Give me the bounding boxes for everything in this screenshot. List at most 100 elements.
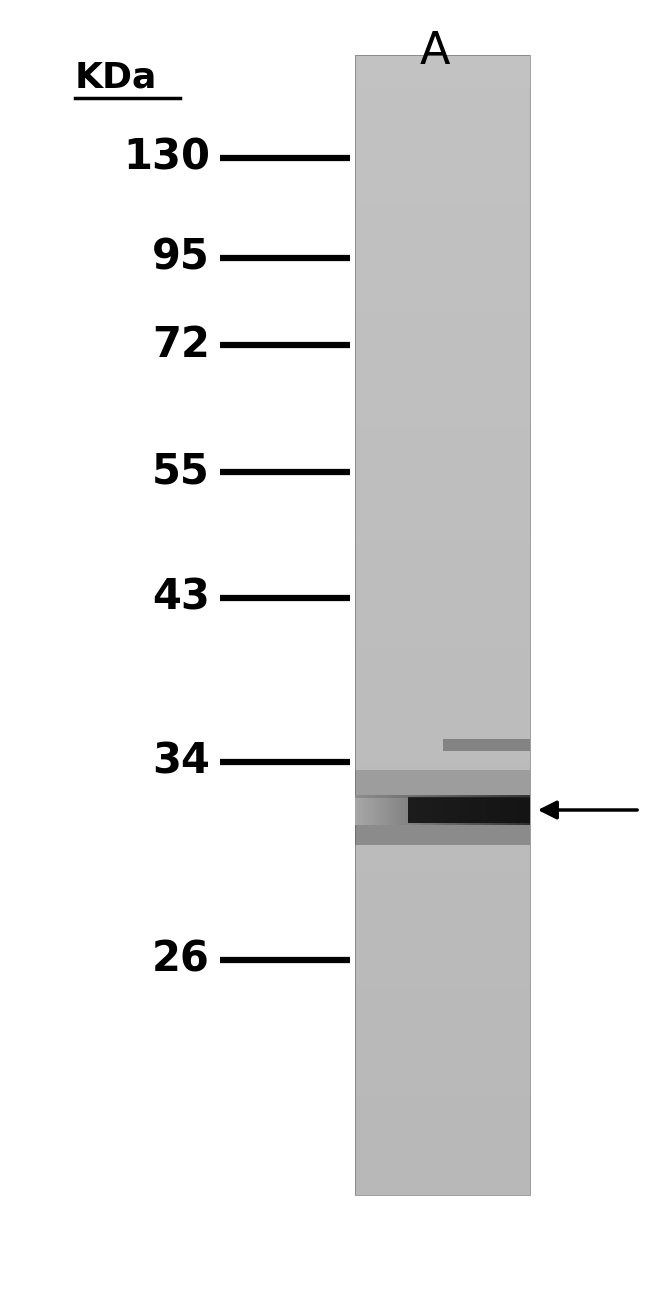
Bar: [408, 795, 410, 826]
Bar: [502, 795, 504, 826]
Bar: [355, 770, 530, 798]
Bar: [355, 1146, 530, 1150]
Bar: [355, 598, 530, 602]
Bar: [475, 795, 478, 826]
Bar: [355, 453, 530, 457]
Bar: [355, 1043, 530, 1047]
Bar: [355, 1013, 530, 1017]
Bar: [355, 1183, 530, 1187]
Bar: [355, 154, 530, 158]
Bar: [355, 298, 530, 302]
Bar: [355, 375, 530, 379]
Bar: [355, 363, 530, 367]
Bar: [355, 876, 530, 880]
Bar: [355, 960, 530, 964]
Bar: [355, 450, 530, 453]
Bar: [355, 724, 530, 727]
Bar: [355, 906, 530, 910]
Bar: [355, 275, 530, 279]
Bar: [355, 933, 530, 937]
Bar: [355, 355, 530, 359]
Bar: [355, 1070, 530, 1074]
Bar: [355, 880, 530, 884]
Bar: [355, 207, 530, 211]
Bar: [355, 488, 530, 492]
Bar: [355, 804, 530, 808]
Bar: [355, 1096, 530, 1099]
Text: A: A: [420, 30, 450, 74]
Bar: [355, 78, 530, 81]
Bar: [355, 310, 530, 314]
Bar: [355, 917, 530, 921]
Bar: [390, 795, 392, 826]
Bar: [355, 318, 530, 320]
Bar: [355, 249, 530, 253]
Bar: [355, 492, 530, 496]
Bar: [355, 424, 530, 428]
Bar: [410, 795, 412, 826]
Bar: [355, 891, 530, 895]
Bar: [355, 1160, 530, 1164]
Bar: [355, 929, 530, 933]
Bar: [355, 553, 530, 557]
Bar: [434, 795, 436, 826]
Bar: [355, 89, 530, 93]
Bar: [355, 116, 530, 120]
Bar: [355, 587, 530, 590]
Bar: [355, 835, 530, 837]
Bar: [355, 796, 530, 800]
Bar: [355, 808, 530, 811]
Bar: [355, 66, 530, 70]
Bar: [355, 1093, 530, 1096]
Bar: [355, 964, 530, 966]
Bar: [355, 62, 530, 66]
Bar: [355, 1130, 530, 1134]
Bar: [355, 884, 530, 888]
Bar: [355, 279, 530, 283]
Bar: [355, 473, 530, 477]
Bar: [421, 795, 422, 826]
Bar: [355, 1154, 530, 1158]
Bar: [355, 1158, 530, 1160]
Bar: [355, 895, 530, 899]
Bar: [406, 795, 408, 826]
Bar: [355, 534, 530, 537]
Bar: [361, 795, 364, 826]
Bar: [355, 720, 530, 724]
Bar: [443, 739, 530, 751]
Bar: [377, 795, 379, 826]
Bar: [395, 795, 396, 826]
Bar: [495, 795, 497, 826]
Bar: [355, 134, 530, 138]
Bar: [504, 795, 506, 826]
Bar: [355, 625, 530, 629]
Bar: [355, 590, 530, 594]
Bar: [355, 766, 530, 770]
Bar: [355, 1017, 530, 1021]
Bar: [355, 853, 530, 857]
Bar: [355, 776, 530, 780]
Bar: [355, 758, 530, 762]
Bar: [355, 690, 530, 694]
Bar: [355, 770, 530, 773]
Bar: [374, 795, 377, 826]
Bar: [355, 320, 530, 324]
Bar: [414, 795, 416, 826]
Bar: [355, 747, 530, 751]
Bar: [355, 956, 530, 960]
Bar: [355, 686, 530, 690]
Bar: [526, 795, 528, 826]
Bar: [355, 827, 530, 831]
Bar: [355, 792, 530, 796]
Bar: [355, 739, 530, 743]
Bar: [355, 602, 530, 606]
Bar: [517, 795, 519, 826]
Bar: [355, 97, 530, 101]
Bar: [355, 1142, 530, 1146]
Bar: [355, 1176, 530, 1180]
Bar: [436, 795, 438, 826]
Bar: [355, 348, 530, 351]
Bar: [355, 743, 530, 747]
Bar: [355, 618, 530, 621]
Bar: [355, 238, 530, 242]
